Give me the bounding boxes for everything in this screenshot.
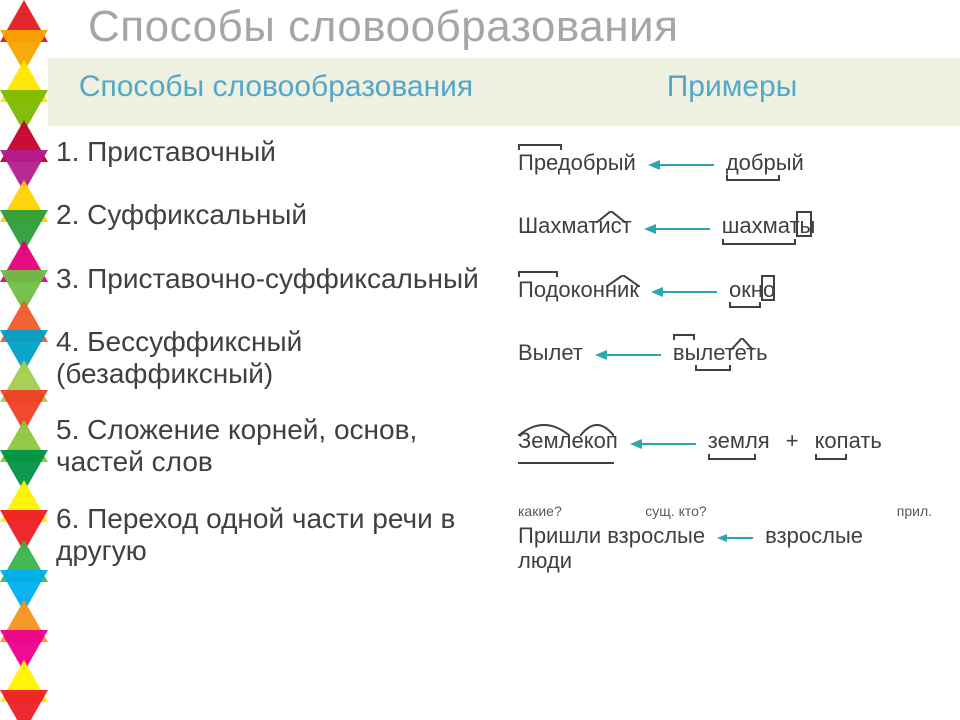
arrow-left-icon [593,345,663,365]
derived-word: Подоконник [518,277,639,302]
derived-phrase: Пришли взрослые [518,523,705,548]
morpheme-mark [518,144,562,150]
morpheme-mark [673,334,695,340]
derived-word: Предобрый [518,150,636,175]
morpheme-mark [518,271,558,277]
example-cell: Вылет вылететь [504,316,960,404]
table-row: 3. Приставочно-суффиксальныйПодоконник о… [48,253,960,316]
example-cell: Подоконник окно [504,253,960,316]
arrow-left-icon [715,528,755,548]
morpheme-mark [695,365,731,371]
pos1-label: сущ. кто? [586,503,766,519]
morpheme-mark [518,460,614,464]
arrow-left-icon [649,282,719,302]
derived-word: Вылет [518,340,583,365]
morpheme-mark [722,239,796,245]
table-row: 5. Сложение корней, основ, частей словЗе… [48,404,960,492]
slide-content: Способы словообразования Способы словооб… [48,0,960,720]
derived-word: Шахматист [518,213,632,238]
plus-sign: + [780,428,805,453]
method-cell: 6. Переход одной части речи в другую [48,493,504,588]
method-cell: 2. Суффиксальный [48,189,504,252]
morpheme-mark [796,211,812,237]
method-cell: 1. Приставочный [48,126,504,189]
example-cell: Предобрый добрый [504,126,960,189]
morpheme-mark [729,302,761,308]
table-row: 2. СуффиксальныйШахматист шахматы [48,189,960,252]
example-cell: Землекоп земля + копать [504,404,960,492]
morpheme-mark [708,454,756,460]
morpheme-mark [580,416,614,441]
morpheme-mark [596,203,626,228]
table-row: 6. Переход одной части речи в другуюкаки… [48,493,960,588]
table-row: 4. Бессуффиксный (безаффиксный)Вылет выл… [48,316,960,404]
morpheme-mark [726,175,780,181]
arrow-left-icon [628,434,698,454]
q-label: какие? [518,503,578,519]
method-cell: 3. Приставочно-суффиксальный [48,253,504,316]
pos2-label: прил. [774,503,952,519]
method-cell: 5. Сложение корней, основ, частей слов [48,404,504,492]
source-word: копать [815,428,882,453]
example-cell: какие? сущ. кто? прил. Пришли взрослые взрос… [504,493,960,588]
cutoff-text: люди [512,548,952,573]
decorative-sidebar [0,0,48,720]
header-examples: Примеры [504,58,960,126]
source-word: окно [729,277,775,302]
source-word: добрый [726,150,804,175]
arrow-left-icon [642,219,712,239]
table-header-row: Способы словообразования Примеры [48,58,960,126]
source-word: вылететь [673,340,768,365]
triangle-pattern [0,0,48,720]
table-row: 1. ПриставочныйПредобрый добрый [48,126,960,189]
morpheme-mark [815,454,847,460]
page-title: Способы словообразования [48,0,960,58]
morpheme-mark [606,267,640,292]
morpheme-mark [761,275,775,301]
arrow-left-icon [646,155,716,175]
word-formation-table: Способы словообразования Примеры 1. Прис… [48,58,960,587]
morpheme-mark [731,330,753,355]
source-word: земля [708,428,770,453]
source-word: взрослые [765,523,863,548]
header-methods: Способы словообразования [48,58,504,126]
morpheme-mark [518,416,570,441]
pos-labels: какие? сущ. кто? прил. [512,503,952,519]
derived-word: Землекоп [518,428,618,453]
source-word: шахматы [722,213,816,238]
example-cell: Шахматист шахматы [504,189,960,252]
method-cell: 4. Бессуффиксный (безаффиксный) [48,316,504,404]
